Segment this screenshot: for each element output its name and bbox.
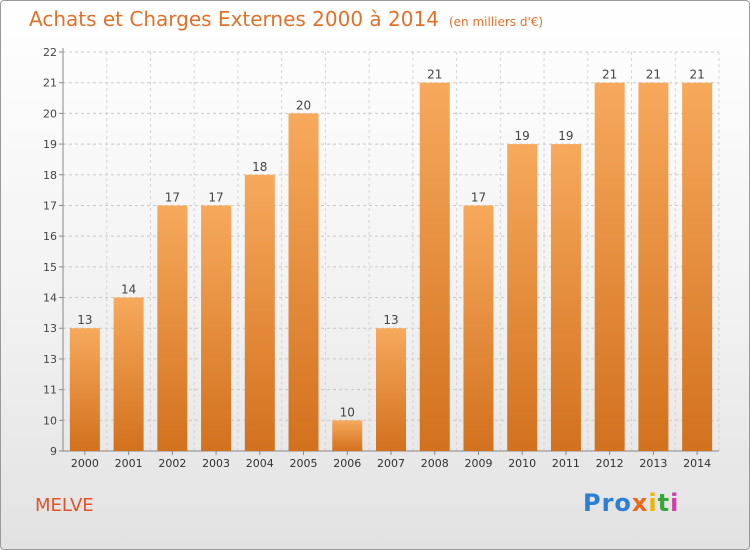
bar-value-label: 17 [165,190,180,204]
chart-unit: (en milliers d'€) [448,15,544,29]
x-tick-label: 2014 [683,457,711,470]
y-tick-label: 9 [50,445,57,458]
bar [113,297,144,451]
y-tick-label: 19 [43,138,57,151]
bar-value-label: 21 [646,68,661,82]
y-tick-label: 17 [43,199,57,212]
x-tick-label: 2005 [290,457,318,470]
bar-value-label: 10 [340,405,355,419]
logo-part: x [631,489,649,517]
bar-value-label: 21 [602,68,617,82]
bar [69,328,100,451]
bar [376,328,406,451]
bar-value-label: 20 [296,98,311,112]
bar [201,205,232,451]
labels: 13 2000 14 2001 17 2002 17 2003 18 2004 20 2005 10 20… [71,68,711,470]
y-tick-label: 16 [43,230,57,243]
bar-value-label: 21 [427,68,442,82]
y-tick-label: 18 [43,169,57,182]
x-tick-label: 2011 [552,457,580,470]
bar [332,420,363,451]
y-tick-label: 20 [43,107,57,120]
logo-part: i [648,489,658,517]
y-tick-label: 15 [43,261,57,274]
bar [419,82,450,451]
bar [507,144,538,452]
logo-part: Pro [583,489,632,517]
x-tick-label: 2006 [333,457,361,470]
chart-title: Achats et Charges Externes 2000 à 2014 (e… [29,7,543,31]
bar [157,205,188,451]
chart-title-text: Achats et Charges Externes 2000 à 2014 [29,7,439,31]
bar [638,82,669,451]
x-tick-label: 2013 [639,457,667,470]
y-tick-label: 13 [43,353,57,366]
y-tick-label: 11 [43,384,57,397]
bar [463,205,494,451]
x-tick-label: 2009 [464,457,492,470]
logo-part: t [657,489,671,517]
proxiti-logo: Proxiti [583,489,679,517]
bar [288,113,319,451]
bar-value-label: 21 [689,68,704,82]
x-tick-label: 2004 [246,457,274,470]
x-tick-label: 2000 [71,457,99,470]
y-tick-label: 21 [43,77,57,90]
logo-part: i [670,489,680,517]
bar-value-label: 13 [77,313,92,327]
bar [550,144,581,452]
x-tick-label: 2010 [508,457,536,470]
axes: 9 10 11 13 13 14 15 16 17 18 19 20 21 22 [43,46,719,458]
bar-value-label: 17 [471,190,486,204]
bar [682,82,713,451]
x-tick-label: 2003 [202,457,230,470]
x-tick-label: 2007 [377,457,405,470]
bar-value-label: 14 [121,283,136,297]
y-tick-label: 14 [43,292,57,305]
bar-value-label: 18 [252,160,267,174]
y-tick-label: 22 [43,46,57,59]
x-tick-label: 2002 [158,457,186,470]
bar-value-label: 19 [558,129,573,143]
commune-name: MELVE [35,495,94,516]
bar-value-label: 13 [383,313,398,327]
y-tick-label: 10 [43,414,57,427]
x-tick-label: 2012 [596,457,624,470]
bar [244,174,275,451]
bar-value-label: 17 [208,190,223,204]
bar [594,82,625,451]
x-tick-label: 2008 [421,457,449,470]
y-tick-label: 13 [43,322,57,335]
x-tick-label: 2001 [115,457,143,470]
bars [69,82,713,452]
bar-value-label: 19 [515,129,530,143]
